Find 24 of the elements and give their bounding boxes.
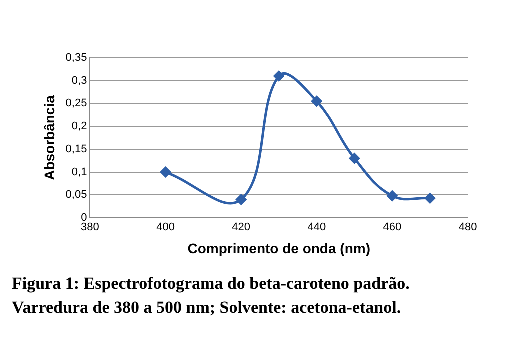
- point: [424, 193, 436, 204]
- x-tick-label: 420: [232, 222, 251, 234]
- y-tick-label: 0,05: [66, 189, 88, 202]
- y-tick-label: 0,25: [66, 98, 88, 110]
- y-tick-label: 0,3: [72, 74, 88, 87]
- x-tick-label: 400: [156, 222, 175, 234]
- y-tick-label: 0,35: [66, 52, 88, 64]
- x-tick-label: 480: [458, 222, 478, 234]
- x-tick-label: 380: [81, 222, 100, 234]
- point: [349, 153, 360, 164]
- point: [236, 194, 247, 205]
- text: Varredura de 380 a 500 nm; Solvente: acetona-etanol.: [12, 297, 402, 319]
- x-tick-label: 440: [308, 222, 326, 234]
- x-tick-label: 460: [383, 222, 402, 234]
- y-axis-title: Absorbância: [41, 95, 58, 180]
- point: [274, 71, 284, 82]
- y-tick-label: 0,2: [72, 120, 88, 133]
- point: [312, 96, 322, 107]
- y-tick-label: 0,1: [72, 166, 88, 178]
- text: Figura 1: Espectrofotograma do beta-caroteno padrão.: [12, 273, 410, 295]
- point: [160, 167, 172, 178]
- point: [387, 190, 398, 202]
- x-axis-title: Comprimento de onda (nm): [188, 240, 370, 256]
- y-tick-label: 0,15: [66, 143, 88, 156]
